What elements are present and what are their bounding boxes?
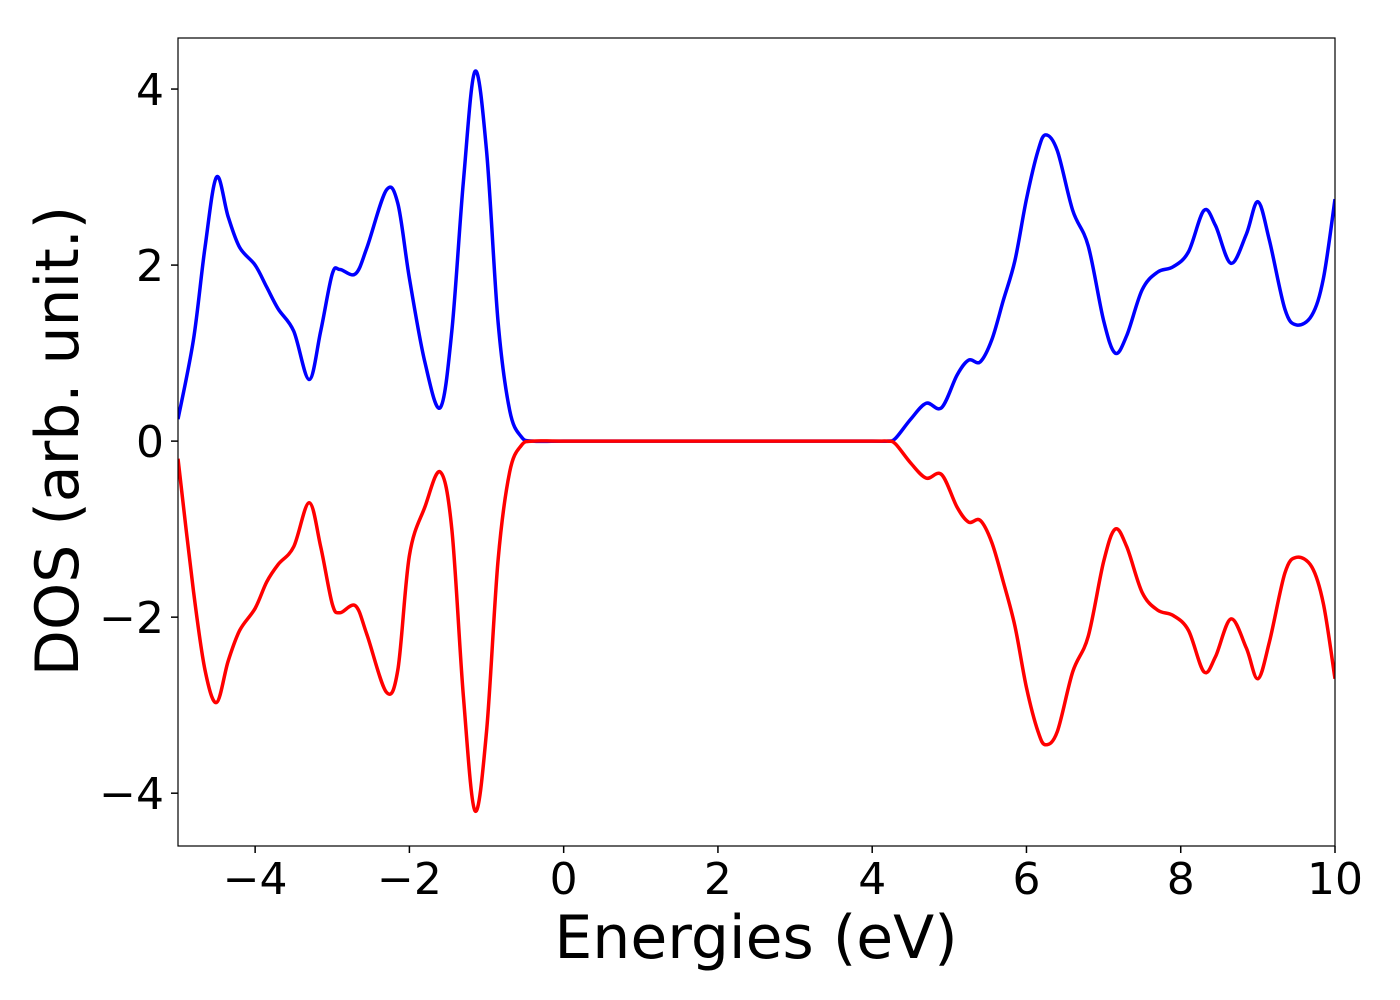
x-tick-label: 2 [704,854,732,905]
x-tick-label: 0 [550,854,578,905]
y-tick-label: −4 [99,769,164,820]
series-line [178,69,1335,444]
y-tick-label: 0 [136,417,164,468]
y-tick-label: −2 [99,593,164,644]
series-line [178,439,1335,813]
x-tick-label: 10 [1307,854,1363,905]
plot-frame [177,37,1336,847]
y-tick-label: 4 [136,65,164,116]
y-axis-label: DOS (arb. unit.) [23,206,93,676]
x-tick-label: 8 [1167,854,1195,905]
x-tick-label: −2 [377,854,442,905]
y-tick-label: 2 [136,241,164,292]
x-tick-label: 4 [858,854,886,905]
x-tick-label: −4 [223,854,288,905]
x-axis-label: Energies (eV) [554,903,957,973]
x-tick-label: 6 [1012,854,1040,905]
